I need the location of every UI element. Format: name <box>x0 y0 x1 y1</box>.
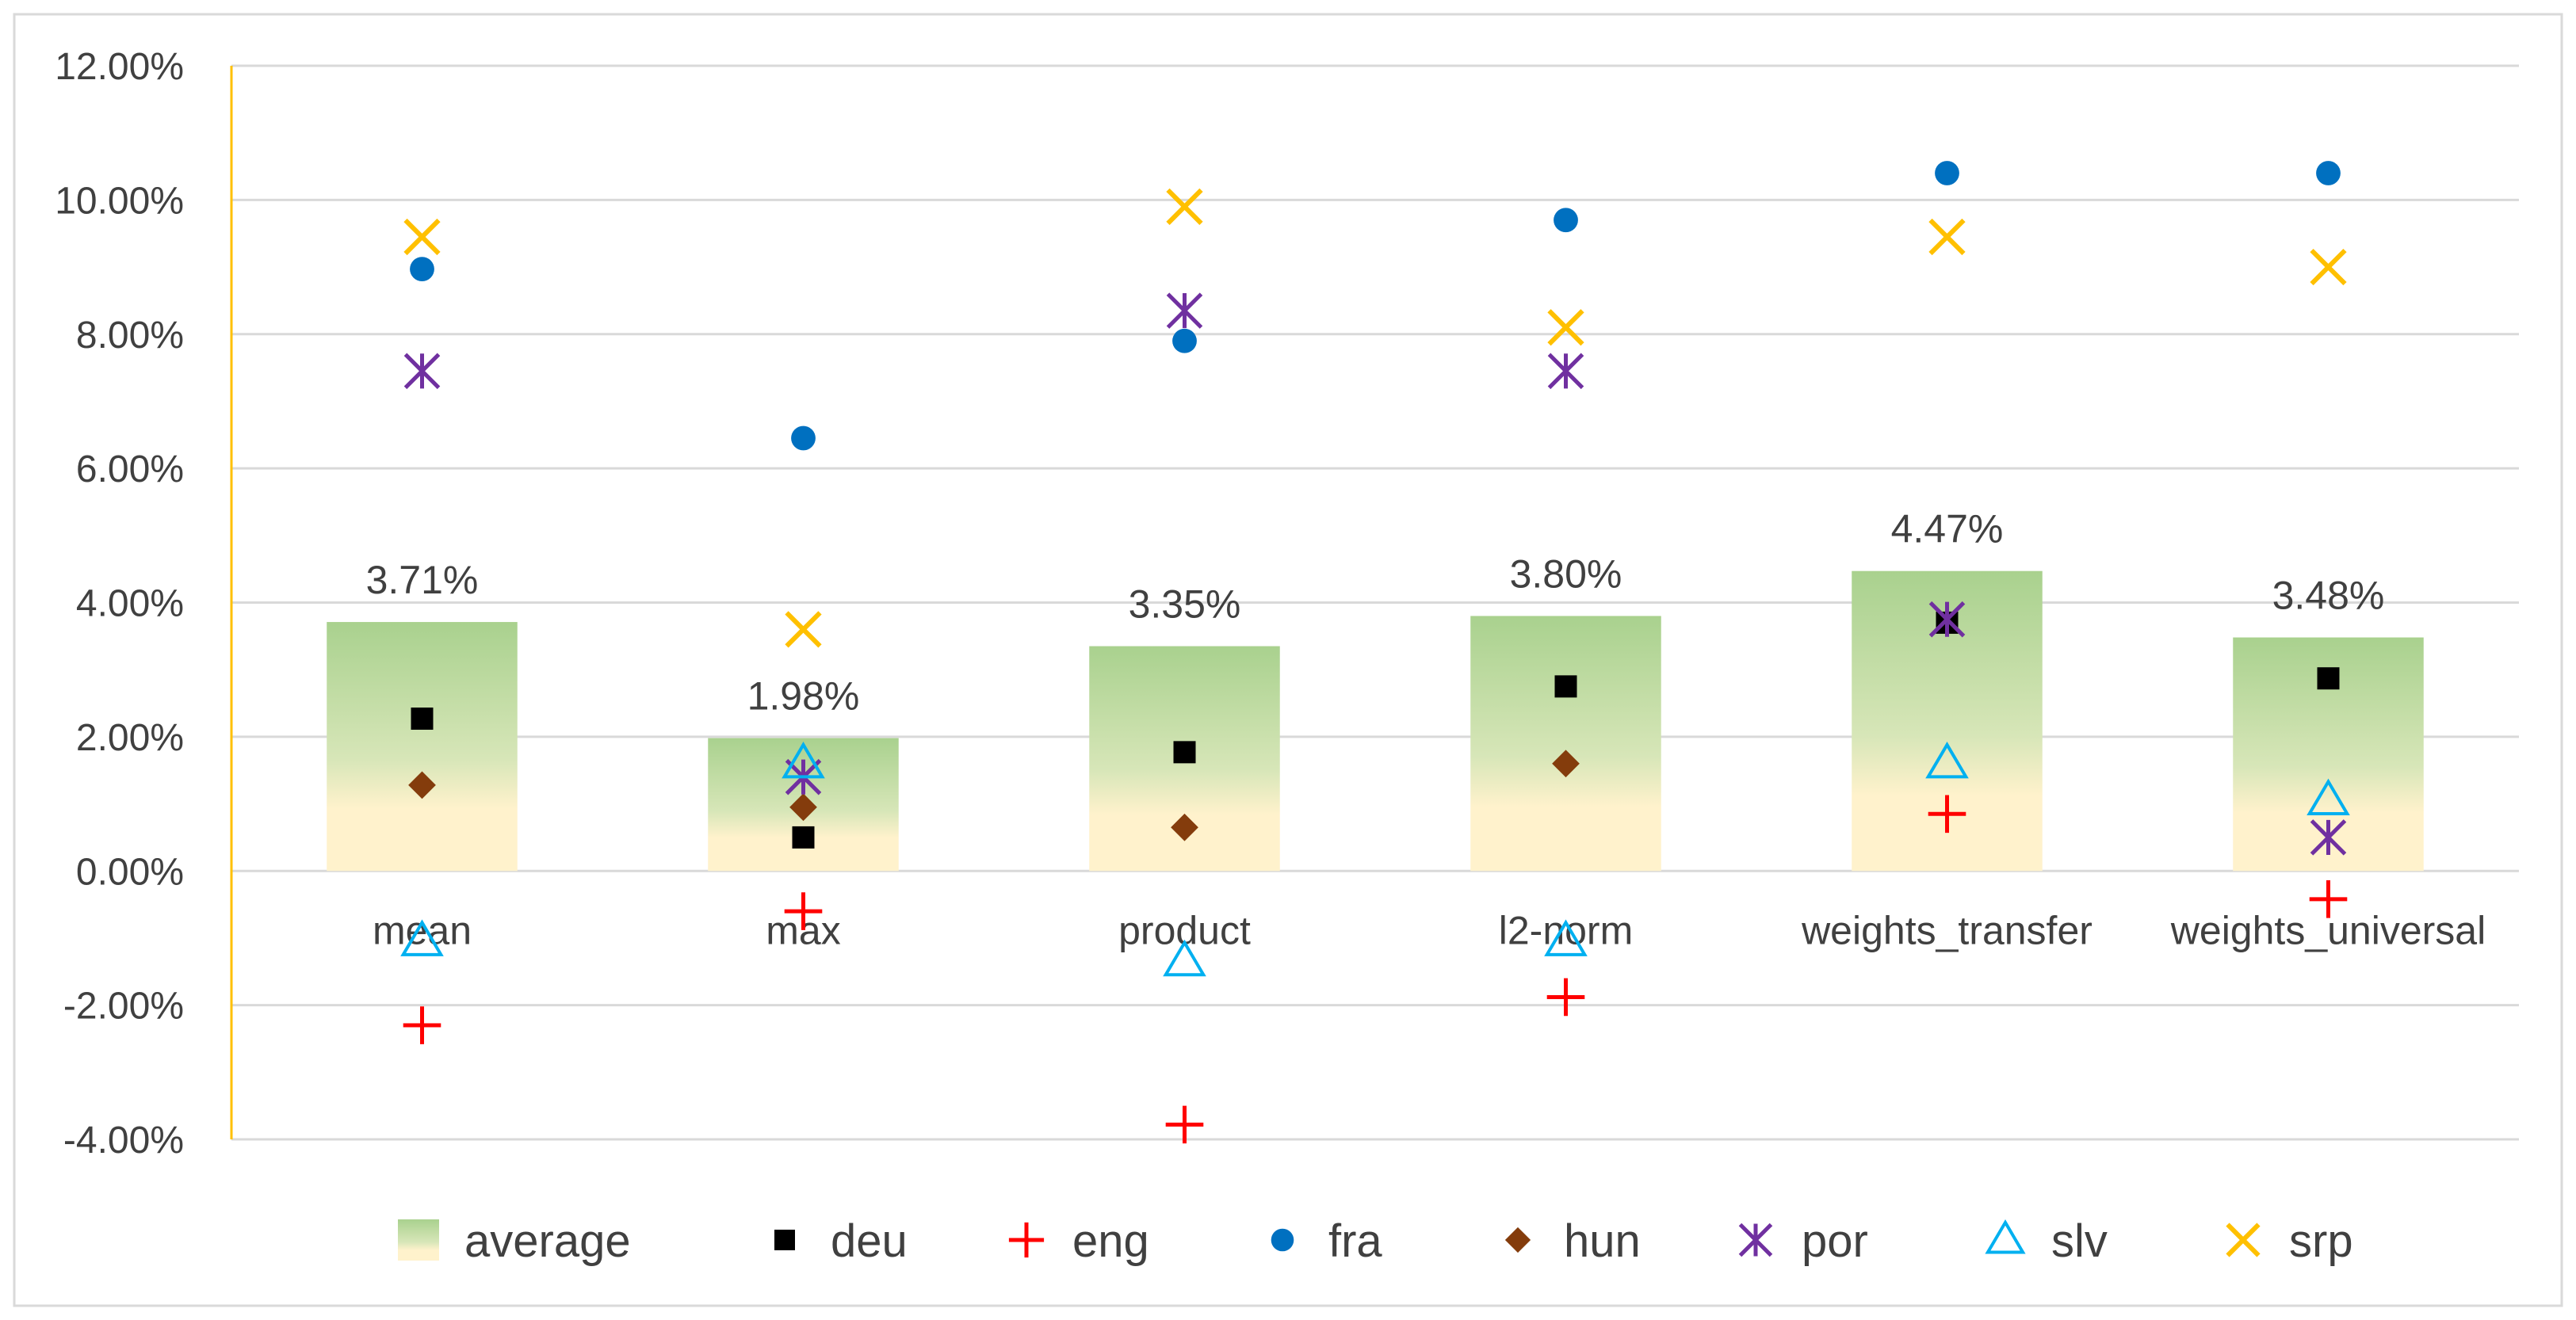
legend-swatch-fra <box>1271 1228 1294 1252</box>
point-slv <box>1925 742 1969 779</box>
y-tick-label: 10.00% <box>55 180 184 222</box>
category-label: weights_transfer <box>1801 908 2093 952</box>
point-srp <box>1928 218 1966 256</box>
point-hun <box>789 793 817 822</box>
category-label: mean <box>373 908 472 952</box>
point-por <box>403 353 441 390</box>
point-fra <box>2316 161 2341 185</box>
point-srp <box>1547 309 1584 346</box>
point-fra <box>1935 161 1959 185</box>
legend-label-fra: fra <box>1328 1215 1382 1267</box>
point-hun <box>408 771 436 799</box>
point-hun <box>1171 813 1198 841</box>
point-srp <box>785 611 822 648</box>
y-tick-label: 0.00% <box>76 851 184 893</box>
legend-swatch-average <box>398 1219 439 1261</box>
point-por <box>1928 601 1966 638</box>
average-data-label: 3.35% <box>1129 582 1241 627</box>
category-label: product <box>1118 908 1251 952</box>
point-srp <box>2310 248 2347 286</box>
point-fra <box>1554 208 1578 233</box>
point-eng <box>1928 795 1966 834</box>
legend-swatch-deu <box>774 1230 795 1250</box>
y-tick-label: 4.00% <box>76 583 184 625</box>
legend-label-por: por <box>1802 1215 1868 1267</box>
point-slv <box>1544 919 1588 956</box>
category-label: l2-norm <box>1499 908 1633 952</box>
average-data-label: 3.48% <box>2272 574 2385 618</box>
average-data-label: 3.80% <box>1510 551 1622 596</box>
point-por <box>2310 819 2347 856</box>
point-deu <box>1173 741 1196 764</box>
y-tick-label: 6.00% <box>76 448 184 490</box>
legend-swatch-srp <box>2226 1223 2261 1257</box>
point-por <box>1166 292 1203 329</box>
point-eng <box>2309 880 2348 918</box>
point-hun <box>1552 750 1580 778</box>
y-tick-label: -4.00% <box>63 1120 184 1162</box>
legend-swatch-por <box>1738 1223 1773 1257</box>
point-eng <box>784 892 823 930</box>
average-data-label: 1.98% <box>747 674 860 719</box>
average-bar <box>327 622 518 872</box>
average-data-label: 4.47% <box>1891 507 2004 551</box>
point-srp <box>403 218 441 256</box>
point-deu <box>411 708 434 731</box>
legend-label-average: average <box>464 1215 631 1267</box>
point-srp <box>1166 188 1203 225</box>
legend-label-slv: slv <box>2051 1215 2108 1267</box>
point-slv <box>400 919 444 956</box>
legend-swatch-hun <box>1504 1227 1531 1253</box>
point-fra <box>1172 328 1197 353</box>
point-por <box>1547 353 1584 390</box>
point-deu <box>2317 667 2340 690</box>
point-fra <box>791 425 816 451</box>
point-deu <box>1554 675 1577 698</box>
point-slv <box>2307 778 2350 815</box>
point-fra <box>410 257 434 282</box>
average-data-label: 3.71% <box>366 558 479 602</box>
y-tick-label: 2.00% <box>76 717 184 759</box>
legend-swatch-eng <box>1008 1222 1045 1258</box>
y-tick-label: -2.00% <box>63 986 184 1028</box>
legend-label-hun: hun <box>1564 1215 1641 1267</box>
point-slv <box>782 742 825 779</box>
y-tick-label: 8.00% <box>76 315 184 357</box>
legend-label-eng: eng <box>1072 1215 1149 1267</box>
y-tick-label: 12.00% <box>55 46 184 88</box>
point-slv <box>1163 939 1206 977</box>
legend-label-deu: deu <box>831 1215 908 1267</box>
average-bar <box>1470 616 1661 872</box>
legend-swatch-slv <box>1985 1219 2026 1254</box>
point-eng <box>403 1006 441 1044</box>
point-eng <box>1165 1105 1204 1144</box>
legend-label-srp: srp <box>2289 1215 2353 1267</box>
point-eng <box>1546 978 1585 1017</box>
point-deu <box>792 826 815 849</box>
